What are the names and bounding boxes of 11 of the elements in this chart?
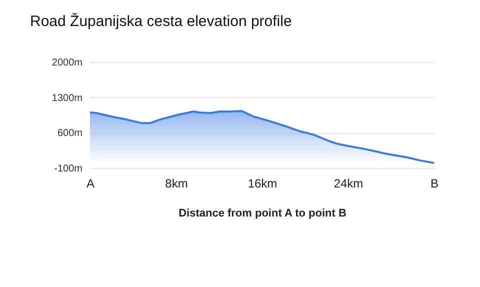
y-tick-label: -100m bbox=[54, 164, 82, 174]
x-tick-label: A bbox=[86, 176, 95, 190]
y-tick-label: 2000m bbox=[52, 58, 82, 68]
x-tick-label: B bbox=[430, 176, 439, 190]
x-tick-label: 16km bbox=[248, 176, 278, 190]
chart-title: Road Županijska cesta elevation profile bbox=[30, 12, 292, 30]
x-tick-label: 24km bbox=[334, 176, 364, 190]
y-tick-label: 1300m bbox=[52, 92, 82, 104]
x-axis-title: Distance from point A to point B bbox=[178, 208, 346, 220]
y-tick-label: 600m bbox=[57, 128, 82, 140]
x-tick-label: 8km bbox=[165, 176, 188, 190]
